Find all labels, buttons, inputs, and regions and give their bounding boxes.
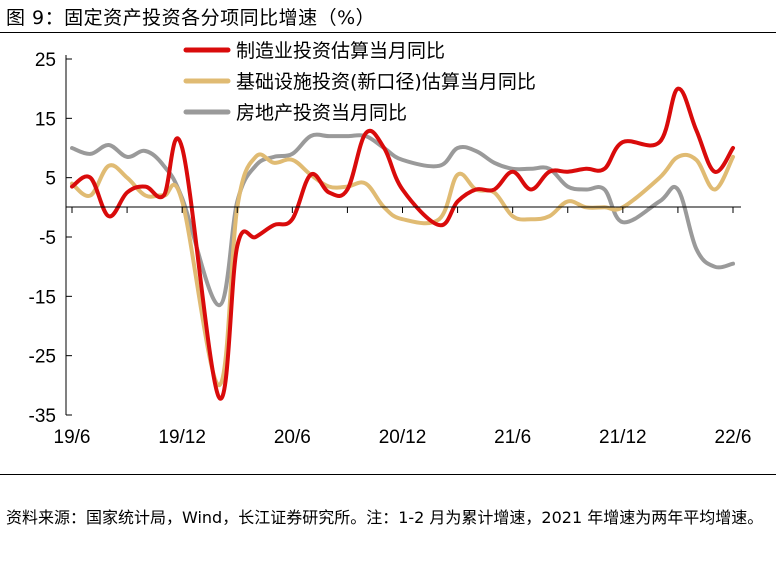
y-tick-label: -25: [29, 347, 56, 368]
x-tick-label: 20/6: [274, 427, 311, 448]
legend-label-3: 房地产投资当月同比: [236, 102, 407, 124]
x-tick-label: 21/6: [494, 427, 531, 448]
y-tick-label: 5: [45, 169, 56, 190]
source-rule: [0, 474, 776, 475]
y-tick-label: -5: [39, 228, 56, 249]
source-note: 资料来源：国家统计局，Wind，长江证券研究所。注：1-2 月为累计增速，202…: [6, 508, 764, 527]
y-tick-label: -35: [29, 406, 56, 427]
legend-label-1: 制造业投资估算当月同比: [236, 40, 445, 62]
figure-title: 图 9：固定资产投资各分项同比增速（%）: [6, 7, 376, 29]
x-tick-label: 20/12: [379, 427, 427, 448]
y-tick-label: -15: [29, 287, 56, 308]
series-line-1: [70, 86, 735, 401]
y-tick-label: 15: [35, 109, 56, 130]
x-tick-label: 21/12: [599, 427, 647, 448]
series-line-2: [70, 152, 735, 388]
x-tick-label: 19/12: [158, 427, 206, 448]
x-tick-label: 19/6: [54, 427, 91, 448]
legend-label-2: 基础设施投资(新口径)估算当月同比: [236, 71, 536, 93]
x-tick-label: 22/6: [715, 427, 752, 448]
series-layer: [70, 86, 735, 401]
y-tick-label: 25: [35, 50, 56, 71]
title-rule: [0, 32, 776, 33]
